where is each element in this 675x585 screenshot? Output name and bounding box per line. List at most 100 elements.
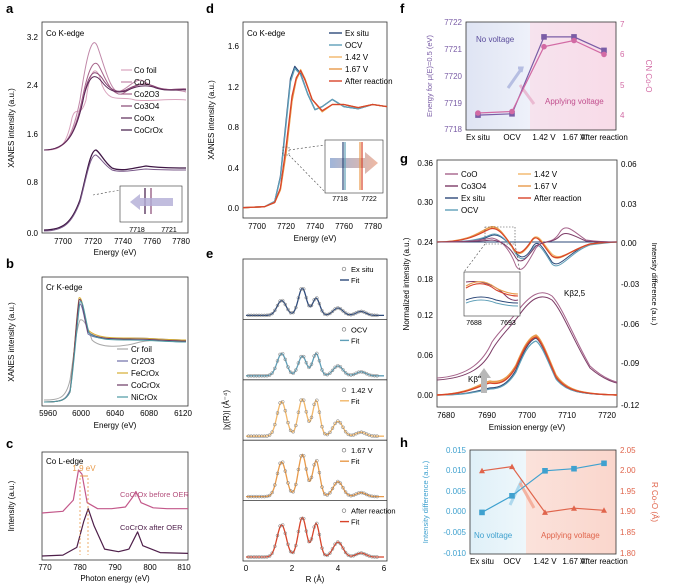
panel-a-x-ticks: 7700 7720 7740 7760 7780 bbox=[54, 237, 190, 246]
panel-e-data-point-167v bbox=[338, 481, 343, 485]
panel-f-y-left-ticks: 7718 7719 7720 7721 7722 bbox=[444, 18, 462, 134]
panel-e-data-point-167v bbox=[267, 493, 272, 498]
panel-e-data-point-exsitu bbox=[278, 299, 282, 303]
panel-e-data-point-167v bbox=[270, 490, 274, 495]
panel-e-data-point-after bbox=[267, 554, 272, 558]
panel-d-ytick: 0.4 bbox=[228, 164, 240, 173]
panel-f-ylabel-left: Energy for μ(E)=0.5 (eV) bbox=[425, 34, 434, 117]
panel-f-xlabel: OCV bbox=[503, 133, 521, 142]
panel-e-data-point-142v bbox=[328, 430, 332, 435]
panel-d-y-ticks: 0.0 0.4 0.8 1.2 1.6 bbox=[228, 42, 240, 213]
panel-d-legend-label: Ex situ bbox=[345, 29, 369, 38]
panel-e-data-point-142v bbox=[283, 408, 288, 413]
panel-e-data-point-after bbox=[356, 551, 361, 556]
panel-e-data-point-exsitu bbox=[330, 309, 335, 314]
panel-d-frame bbox=[242, 21, 388, 219]
panel-d-series-after bbox=[242, 69, 388, 209]
panel-h-ytick-left: 0.010 bbox=[446, 466, 467, 475]
panel-e-legend-marker bbox=[341, 448, 347, 453]
panel-e-fit-after bbox=[246, 516, 384, 558]
panel-e-data-point-142v bbox=[370, 434, 374, 438]
panel-g-ytick-left: 0.06 bbox=[417, 351, 433, 360]
panel-e-data-point-exsitu bbox=[249, 313, 253, 318]
panel-e-data-point-167v bbox=[336, 479, 340, 484]
panel-g-diff-co3o4 bbox=[436, 233, 618, 262]
panel-h-point-r bbox=[509, 463, 515, 470]
panel-c-shift-annotation: 1.9 eV bbox=[72, 464, 96, 555]
panel-f-point-cn bbox=[541, 43, 547, 50]
panel-g-spec-co3o4 bbox=[436, 296, 618, 384]
panel-e-fit-167v bbox=[246, 453, 384, 498]
panel-b-curve-fecrox bbox=[43, 297, 187, 403]
panel-a-curve-co2o3 bbox=[43, 62, 187, 151]
panel-g-ytick-right: -0.12 bbox=[621, 401, 640, 410]
panel-e-data-point-exsitu bbox=[304, 295, 309, 300]
panel-g-ytick-left: 0.36 bbox=[417, 159, 433, 168]
panel-e-data-point-ocv bbox=[356, 370, 361, 374]
panel-e-data-point-142v bbox=[299, 398, 303, 402]
panel-e-data-point-exsitu bbox=[246, 313, 251, 318]
panel-e-data-point-142v bbox=[246, 434, 251, 438]
panel-b-legend-label: CoCrOx bbox=[131, 381, 160, 390]
panel-e-data-point-after bbox=[330, 547, 335, 551]
panel-e-data-point-167v bbox=[317, 470, 322, 475]
panel-a-legend-label: Co foil bbox=[134, 66, 157, 75]
panel-h-point-r bbox=[479, 467, 485, 474]
panel-d-ytick: 1.6 bbox=[228, 42, 240, 51]
panel-b-frame bbox=[41, 276, 189, 407]
panel-f-no-voltage: No voltage bbox=[476, 35, 515, 44]
panel-g-diff-ocv bbox=[436, 233, 618, 267]
panel-e-data-point-exsitu bbox=[299, 287, 303, 291]
panel-g-ytick-right: -0.06 bbox=[621, 320, 640, 329]
panel-g-legend-label: After reaction bbox=[534, 194, 582, 203]
panel-d-legend-label: OCV bbox=[345, 41, 363, 50]
panel-a-xtick: 7760 bbox=[143, 237, 161, 246]
panel-g-spec-coo bbox=[436, 292, 618, 383]
panel-h-xlabel: OCV bbox=[503, 557, 521, 566]
panel-g-ytick-right: 0.03 bbox=[621, 200, 637, 209]
panel-e-data-point-142v bbox=[338, 421, 343, 425]
panel-e-data-point-142v bbox=[349, 433, 353, 438]
panel-e-data-point-142v bbox=[275, 411, 280, 415]
panel-a-xtick: 7740 bbox=[114, 237, 132, 246]
panel-a-legend-label: CoOx bbox=[134, 114, 154, 123]
panel-e-data-point-exsitu bbox=[275, 303, 280, 308]
panel-a-y-ticks: 0.0 0.8 1.6 2.4 3.2 bbox=[27, 33, 39, 238]
panel-f-plot bbox=[475, 34, 607, 118]
panel-e-legend-fit: Fit bbox=[351, 457, 360, 466]
panel-c-xtick: 800 bbox=[143, 563, 157, 572]
panel-e-x-ticks: 0 2 4 6 bbox=[244, 564, 387, 573]
panel-c-series-after bbox=[41, 508, 189, 557]
panel-e-data-point-167v bbox=[259, 494, 264, 499]
panel-e-data-point-167v bbox=[330, 486, 335, 491]
panel-f-ytick-right: 7 bbox=[620, 20, 625, 29]
panel-e-data-point-142v bbox=[280, 400, 285, 404]
panel-a-curve-cocrox bbox=[43, 149, 187, 231]
panel-e-legend-condition: 1.67 V bbox=[351, 446, 373, 455]
panel-a-title: Co K-edge bbox=[46, 29, 85, 38]
panel-a-letter: a bbox=[6, 1, 14, 16]
panel-e-data-point-167v bbox=[341, 485, 345, 490]
panel-e-data-point-ocv bbox=[257, 374, 261, 378]
panel-g-ytick-right: -0.09 bbox=[621, 359, 640, 368]
panel-e-data-point-142v bbox=[315, 398, 319, 403]
panel-f-point-energy bbox=[571, 34, 577, 40]
panel-h-letter: h bbox=[400, 435, 408, 450]
panel-h-plot bbox=[479, 460, 607, 516]
panel-e-data-point-167v bbox=[320, 485, 324, 489]
panel-e-data-point-after bbox=[254, 555, 259, 559]
panel-f-ytick-left: 7722 bbox=[444, 18, 462, 27]
panel-e-data-point-after bbox=[286, 542, 290, 547]
panel-e-legend-marker bbox=[341, 327, 347, 332]
panel-e-data-point-exsitu bbox=[356, 310, 361, 314]
panel-e-data-point-exsitu bbox=[343, 311, 348, 315]
panel-g-ytick-left: 0.24 bbox=[417, 238, 433, 247]
panel-a-inset-tick: 7718 bbox=[129, 227, 145, 234]
panel-f-y-right-ticks: 4 5 6 7 bbox=[620, 20, 625, 120]
panel-d: d Co K-edge 0.0 0.4 0.8 1.2 1.6 7700 772… bbox=[206, 1, 393, 243]
panel-e-data-point-167v bbox=[280, 460, 285, 464]
panel-g-diff-after bbox=[436, 227, 618, 259]
panel-h-xlabel: 1.67 V bbox=[562, 557, 586, 566]
panel-g-ytick-right: 0.00 bbox=[621, 239, 637, 248]
